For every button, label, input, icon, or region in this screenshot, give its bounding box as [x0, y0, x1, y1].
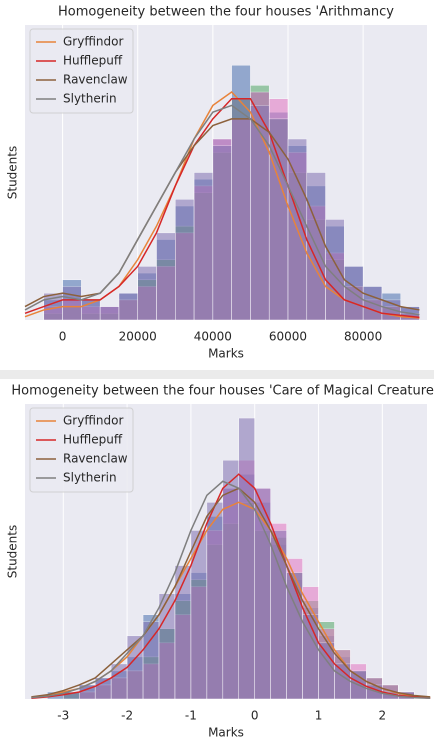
histogram-bar	[156, 232, 176, 321]
x-tick-label: 0	[251, 709, 259, 723]
histogram-bar	[174, 565, 192, 700]
x-tick-label: -3	[57, 709, 69, 723]
x-tick-label: -1	[185, 709, 197, 723]
x-tick-label: 1	[315, 709, 323, 723]
legend-box	[29, 407, 134, 493]
y-axis-label: Students	[6, 525, 20, 579]
histogram-bar	[62, 286, 82, 321]
chart-title: Homogeneity between the four houses 'Car…	[11, 384, 434, 399]
histogram-bar	[222, 459, 240, 700]
histogram-bar	[212, 145, 232, 321]
kde-line	[31, 473, 431, 700]
histogram-bar	[206, 502, 224, 700]
histogram-bar	[193, 172, 214, 321]
legend: Gryffindor Hufflepuff Ravenclaw Slytherin	[29, 28, 134, 114]
legend-label: Gryffindor	[63, 414, 124, 428]
legend-label: Gryffindor	[63, 35, 124, 49]
x-tick-label: 40000	[194, 330, 232, 344]
x-tick-label: 60000	[269, 330, 307, 344]
histogram-bar	[175, 199, 195, 321]
histogram-bar	[99, 306, 120, 321]
x-tick-label: 20000	[119, 330, 157, 344]
x-tick-label: 2	[379, 709, 387, 723]
histogram-bar	[250, 105, 270, 321]
legend-label: Slytherin	[63, 92, 117, 106]
legend-label: Hufflepuff	[63, 54, 123, 68]
histogram-bar	[238, 417, 255, 700]
x-tick-label: 80000	[344, 330, 382, 344]
histogram-bar	[94, 677, 112, 700]
x-axis-label: Marks	[208, 347, 244, 361]
legend-label: Ravenclaw	[63, 73, 128, 87]
x-tick-label: 0	[59, 330, 67, 344]
panel: Homogeneity between the four houses 'Ari…	[6, 5, 427, 361]
y-axis-label: Students	[6, 146, 20, 200]
kde-line	[31, 487, 431, 698]
histogram-bar	[118, 292, 138, 321]
legend-box	[29, 28, 134, 114]
x-axis-label: Marks	[208, 726, 244, 740]
histogram-bar	[137, 266, 157, 321]
panel: Homogeneity between the four houses 'Car…	[6, 384, 434, 740]
histogram-bar	[231, 98, 251, 321]
kde-line	[31, 480, 431, 700]
separator	[0, 370, 434, 379]
legend-label: Hufflepuff	[63, 433, 123, 447]
kde-line	[24, 118, 420, 311]
chart-title: Homogeneity between the four houses 'Ari…	[58, 5, 394, 20]
x-tick-label: -2	[121, 709, 133, 723]
histogram-bar	[318, 642, 335, 700]
legend-label: Ravenclaw	[63, 452, 128, 466]
legend-label: Slytherin	[63, 471, 117, 485]
kde-line	[24, 104, 420, 316]
histogram-bar	[268, 118, 289, 321]
legend: Gryffindor Hufflepuff Ravenclaw Slytherin	[29, 407, 134, 493]
